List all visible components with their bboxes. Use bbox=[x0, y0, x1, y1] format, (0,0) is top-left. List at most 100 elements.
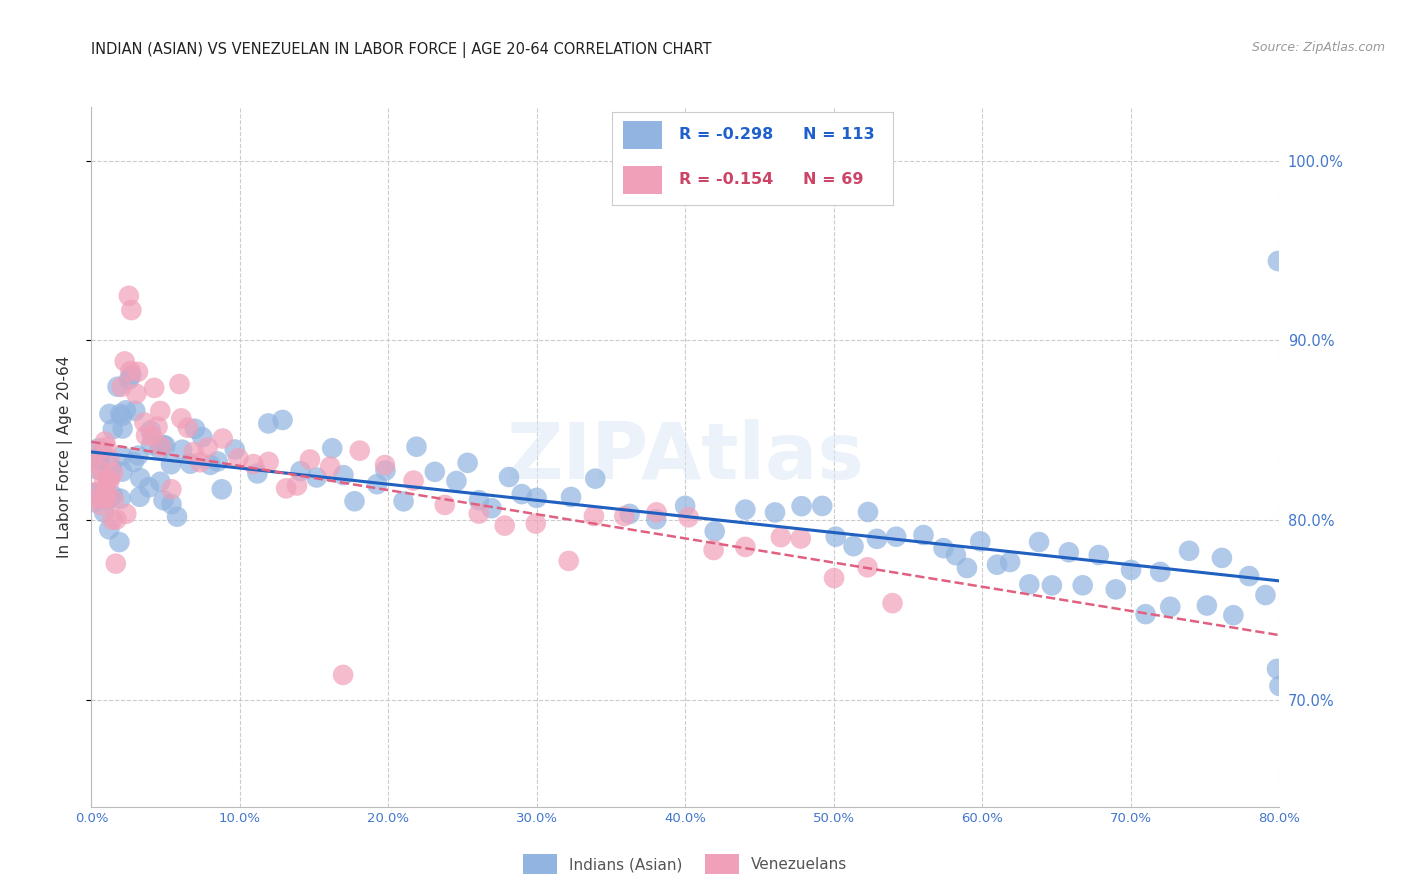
Point bbox=[149, 404, 172, 418]
Point bbox=[257, 417, 280, 431]
Point bbox=[298, 452, 321, 467]
Point bbox=[91, 445, 114, 459]
Point bbox=[103, 466, 125, 480]
Bar bbox=[623, 166, 662, 194]
Point bbox=[172, 442, 194, 457]
Point bbox=[197, 441, 219, 455]
Point bbox=[125, 386, 148, 401]
Point bbox=[128, 490, 150, 504]
Point bbox=[224, 442, 246, 457]
Point bbox=[1159, 599, 1181, 614]
Point bbox=[824, 530, 846, 544]
Point bbox=[160, 497, 183, 511]
Point bbox=[257, 455, 280, 469]
Point bbox=[1040, 578, 1063, 592]
Text: R = -0.298: R = -0.298 bbox=[679, 128, 773, 143]
Point bbox=[583, 472, 606, 486]
Point bbox=[945, 548, 967, 562]
Point bbox=[98, 522, 121, 536]
Point bbox=[94, 484, 117, 499]
Point bbox=[127, 449, 149, 463]
Point bbox=[100, 460, 122, 475]
Point bbox=[645, 505, 668, 519]
Point bbox=[468, 493, 491, 508]
Point bbox=[110, 491, 132, 506]
Point bbox=[481, 501, 503, 516]
Point bbox=[332, 668, 354, 682]
Point bbox=[149, 475, 172, 489]
Point bbox=[138, 480, 160, 494]
Point bbox=[179, 457, 201, 471]
Point bbox=[1087, 548, 1109, 562]
Point bbox=[143, 381, 166, 395]
Point bbox=[392, 494, 415, 508]
Point bbox=[108, 535, 131, 549]
Text: INDIAN (ASIAN) VS VENEZUELAN IN LABOR FORCE | AGE 20-64 CORRELATION CHART: INDIAN (ASIAN) VS VENEZUELAN IN LABOR FO… bbox=[91, 42, 711, 58]
Point bbox=[111, 465, 134, 479]
Point bbox=[998, 555, 1021, 569]
Y-axis label: In Labor Force | Age 20-64: In Labor Force | Age 20-64 bbox=[56, 356, 73, 558]
Text: N = 113: N = 113 bbox=[803, 128, 875, 143]
Point bbox=[120, 303, 142, 318]
Point bbox=[87, 442, 110, 456]
Point bbox=[457, 456, 479, 470]
Point bbox=[956, 561, 979, 575]
Point bbox=[83, 495, 105, 509]
Point bbox=[120, 364, 142, 378]
Text: R = -0.154: R = -0.154 bbox=[679, 172, 773, 187]
Point bbox=[366, 477, 388, 491]
Point bbox=[1222, 608, 1244, 623]
Point bbox=[790, 499, 813, 513]
Point bbox=[96, 491, 118, 506]
Point bbox=[183, 445, 205, 459]
Point bbox=[188, 455, 211, 469]
Point bbox=[811, 499, 834, 513]
Point bbox=[856, 505, 879, 519]
Legend: Indians (Asian), Venezuelans: Indians (Asian), Venezuelans bbox=[517, 848, 853, 880]
Point bbox=[856, 560, 879, 574]
Point bbox=[139, 438, 162, 452]
Point bbox=[932, 541, 955, 555]
Point bbox=[86, 462, 108, 476]
Point bbox=[152, 438, 174, 452]
Point bbox=[703, 543, 725, 558]
Point bbox=[93, 505, 115, 519]
Point bbox=[242, 457, 264, 471]
Text: ZIPAtlas: ZIPAtlas bbox=[506, 419, 865, 495]
Point bbox=[134, 416, 156, 430]
Point bbox=[613, 509, 636, 524]
Point bbox=[104, 557, 127, 571]
Point bbox=[118, 289, 141, 303]
Point bbox=[211, 432, 233, 446]
Point bbox=[83, 446, 105, 460]
Point bbox=[114, 354, 136, 368]
Point bbox=[101, 513, 124, 527]
Point bbox=[166, 509, 188, 524]
Point bbox=[986, 558, 1008, 572]
Point bbox=[271, 413, 294, 427]
Point bbox=[83, 486, 105, 500]
Point bbox=[115, 507, 138, 521]
Point bbox=[912, 528, 935, 542]
Point bbox=[557, 554, 579, 568]
Point bbox=[703, 524, 725, 539]
Point bbox=[498, 470, 520, 484]
Point bbox=[969, 534, 991, 549]
Point bbox=[374, 463, 396, 477]
Point bbox=[139, 424, 162, 438]
Point bbox=[374, 458, 396, 472]
Point bbox=[127, 365, 149, 379]
Point bbox=[1018, 577, 1040, 591]
Point bbox=[678, 510, 700, 524]
Point bbox=[1149, 565, 1171, 579]
Point bbox=[763, 505, 786, 519]
Point bbox=[285, 478, 308, 492]
Point bbox=[169, 377, 191, 392]
Point bbox=[184, 422, 207, 436]
Point bbox=[93, 472, 115, 486]
Point bbox=[96, 440, 118, 454]
Point bbox=[319, 459, 342, 474]
Point bbox=[433, 498, 456, 512]
Text: Source: ZipAtlas.com: Source: ZipAtlas.com bbox=[1251, 40, 1385, 54]
Point bbox=[1057, 545, 1080, 559]
